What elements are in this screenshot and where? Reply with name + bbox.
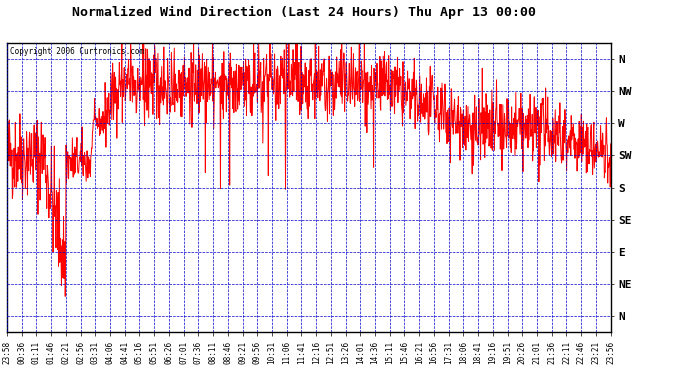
Text: Normalized Wind Direction (Last 24 Hours) Thu Apr 13 00:00: Normalized Wind Direction (Last 24 Hours…	[72, 6, 535, 19]
Text: Copyright 2006 Curtronics.com: Copyright 2006 Curtronics.com	[10, 48, 144, 57]
